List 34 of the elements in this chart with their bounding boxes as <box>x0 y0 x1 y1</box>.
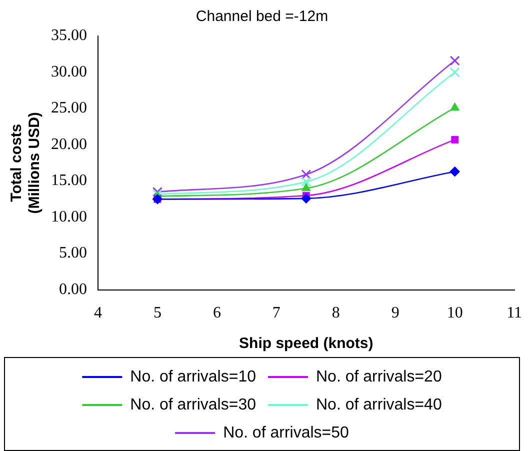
point <box>450 102 460 111</box>
x-tick-label: 7 <box>272 304 280 322</box>
y-axis-title: Total costs (Millions USD) <box>8 112 44 214</box>
point <box>301 176 312 187</box>
y-tick-label: 0.00 <box>59 281 87 298</box>
y-tick-label: 15.00 <box>51 172 87 190</box>
y-tick-label: 30.00 <box>51 63 87 80</box>
point <box>301 193 312 204</box>
x-axis-title: Ship speed (knots) <box>239 335 374 352</box>
y-tick-label: 20.00 <box>51 136 87 153</box>
legend-label: No. of arrivals=20 <box>316 368 442 386</box>
point <box>302 183 311 192</box>
point <box>301 170 312 180</box>
x-tick-label: 9 <box>391 304 400 322</box>
x-tick-label: 10 <box>446 304 463 322</box>
x-tick-label: 5 <box>153 304 162 322</box>
legend-label: No. of arrivals=50 <box>223 424 350 442</box>
point <box>152 186 162 197</box>
point <box>450 56 460 66</box>
y-tick-label: 5.00 <box>59 244 87 262</box>
legend-label: No. of arrivals=30 <box>130 396 256 414</box>
point <box>450 67 460 78</box>
chart-title: Channel bed =-12m <box>196 8 328 26</box>
x-tick-label: 6 <box>212 304 221 322</box>
x-tick-label: 8 <box>332 304 340 322</box>
legend-label: No. of arrivals=10 <box>130 368 256 386</box>
point <box>451 136 459 144</box>
y-tick-label: 25.00 <box>51 100 87 117</box>
y-tick-label: 35.00 <box>51 27 87 44</box>
y-tick-label: 10.00 <box>51 208 87 226</box>
x-tick-label: 11 <box>506 304 522 322</box>
point <box>450 166 460 177</box>
legend-label: No. of arrivals=40 <box>316 396 442 414</box>
x-tick-label: 4 <box>94 304 102 322</box>
